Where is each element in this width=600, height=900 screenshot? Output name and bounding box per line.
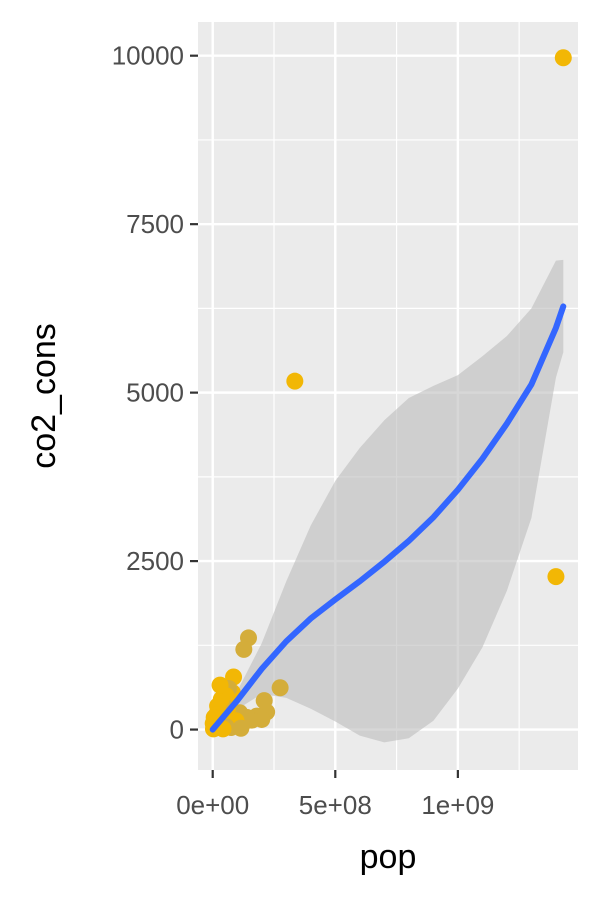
- x-tick-label: 0e+00: [176, 790, 249, 820]
- smooth-line: [209, 303, 567, 733]
- x-axis-title: pop: [360, 838, 417, 876]
- confidence-ribbon: [212, 259, 564, 743]
- data-point: [554, 49, 572, 67]
- y-tick-label: 5000: [126, 378, 184, 408]
- data-point: [286, 372, 304, 390]
- x-tick-label: 5e+08: [299, 790, 372, 820]
- y-axis: 0 2500 5000 7500 10000: [112, 41, 198, 745]
- data-point: [211, 676, 229, 694]
- data-point: [235, 640, 253, 658]
- x-tick-label: 1e+09: [421, 790, 494, 820]
- data-point: [232, 719, 250, 737]
- y-tick-label: 0: [170, 715, 184, 745]
- y-axis-title: co2_cons: [25, 323, 63, 469]
- y-tick-label: 7500: [126, 209, 184, 239]
- y-tick-label: 2500: [126, 546, 184, 576]
- y-tick-label: 10000: [112, 41, 184, 71]
- x-axis: 0e+00 5e+08 1e+09: [176, 770, 494, 820]
- data-point: [547, 568, 565, 586]
- data-point: [271, 679, 289, 697]
